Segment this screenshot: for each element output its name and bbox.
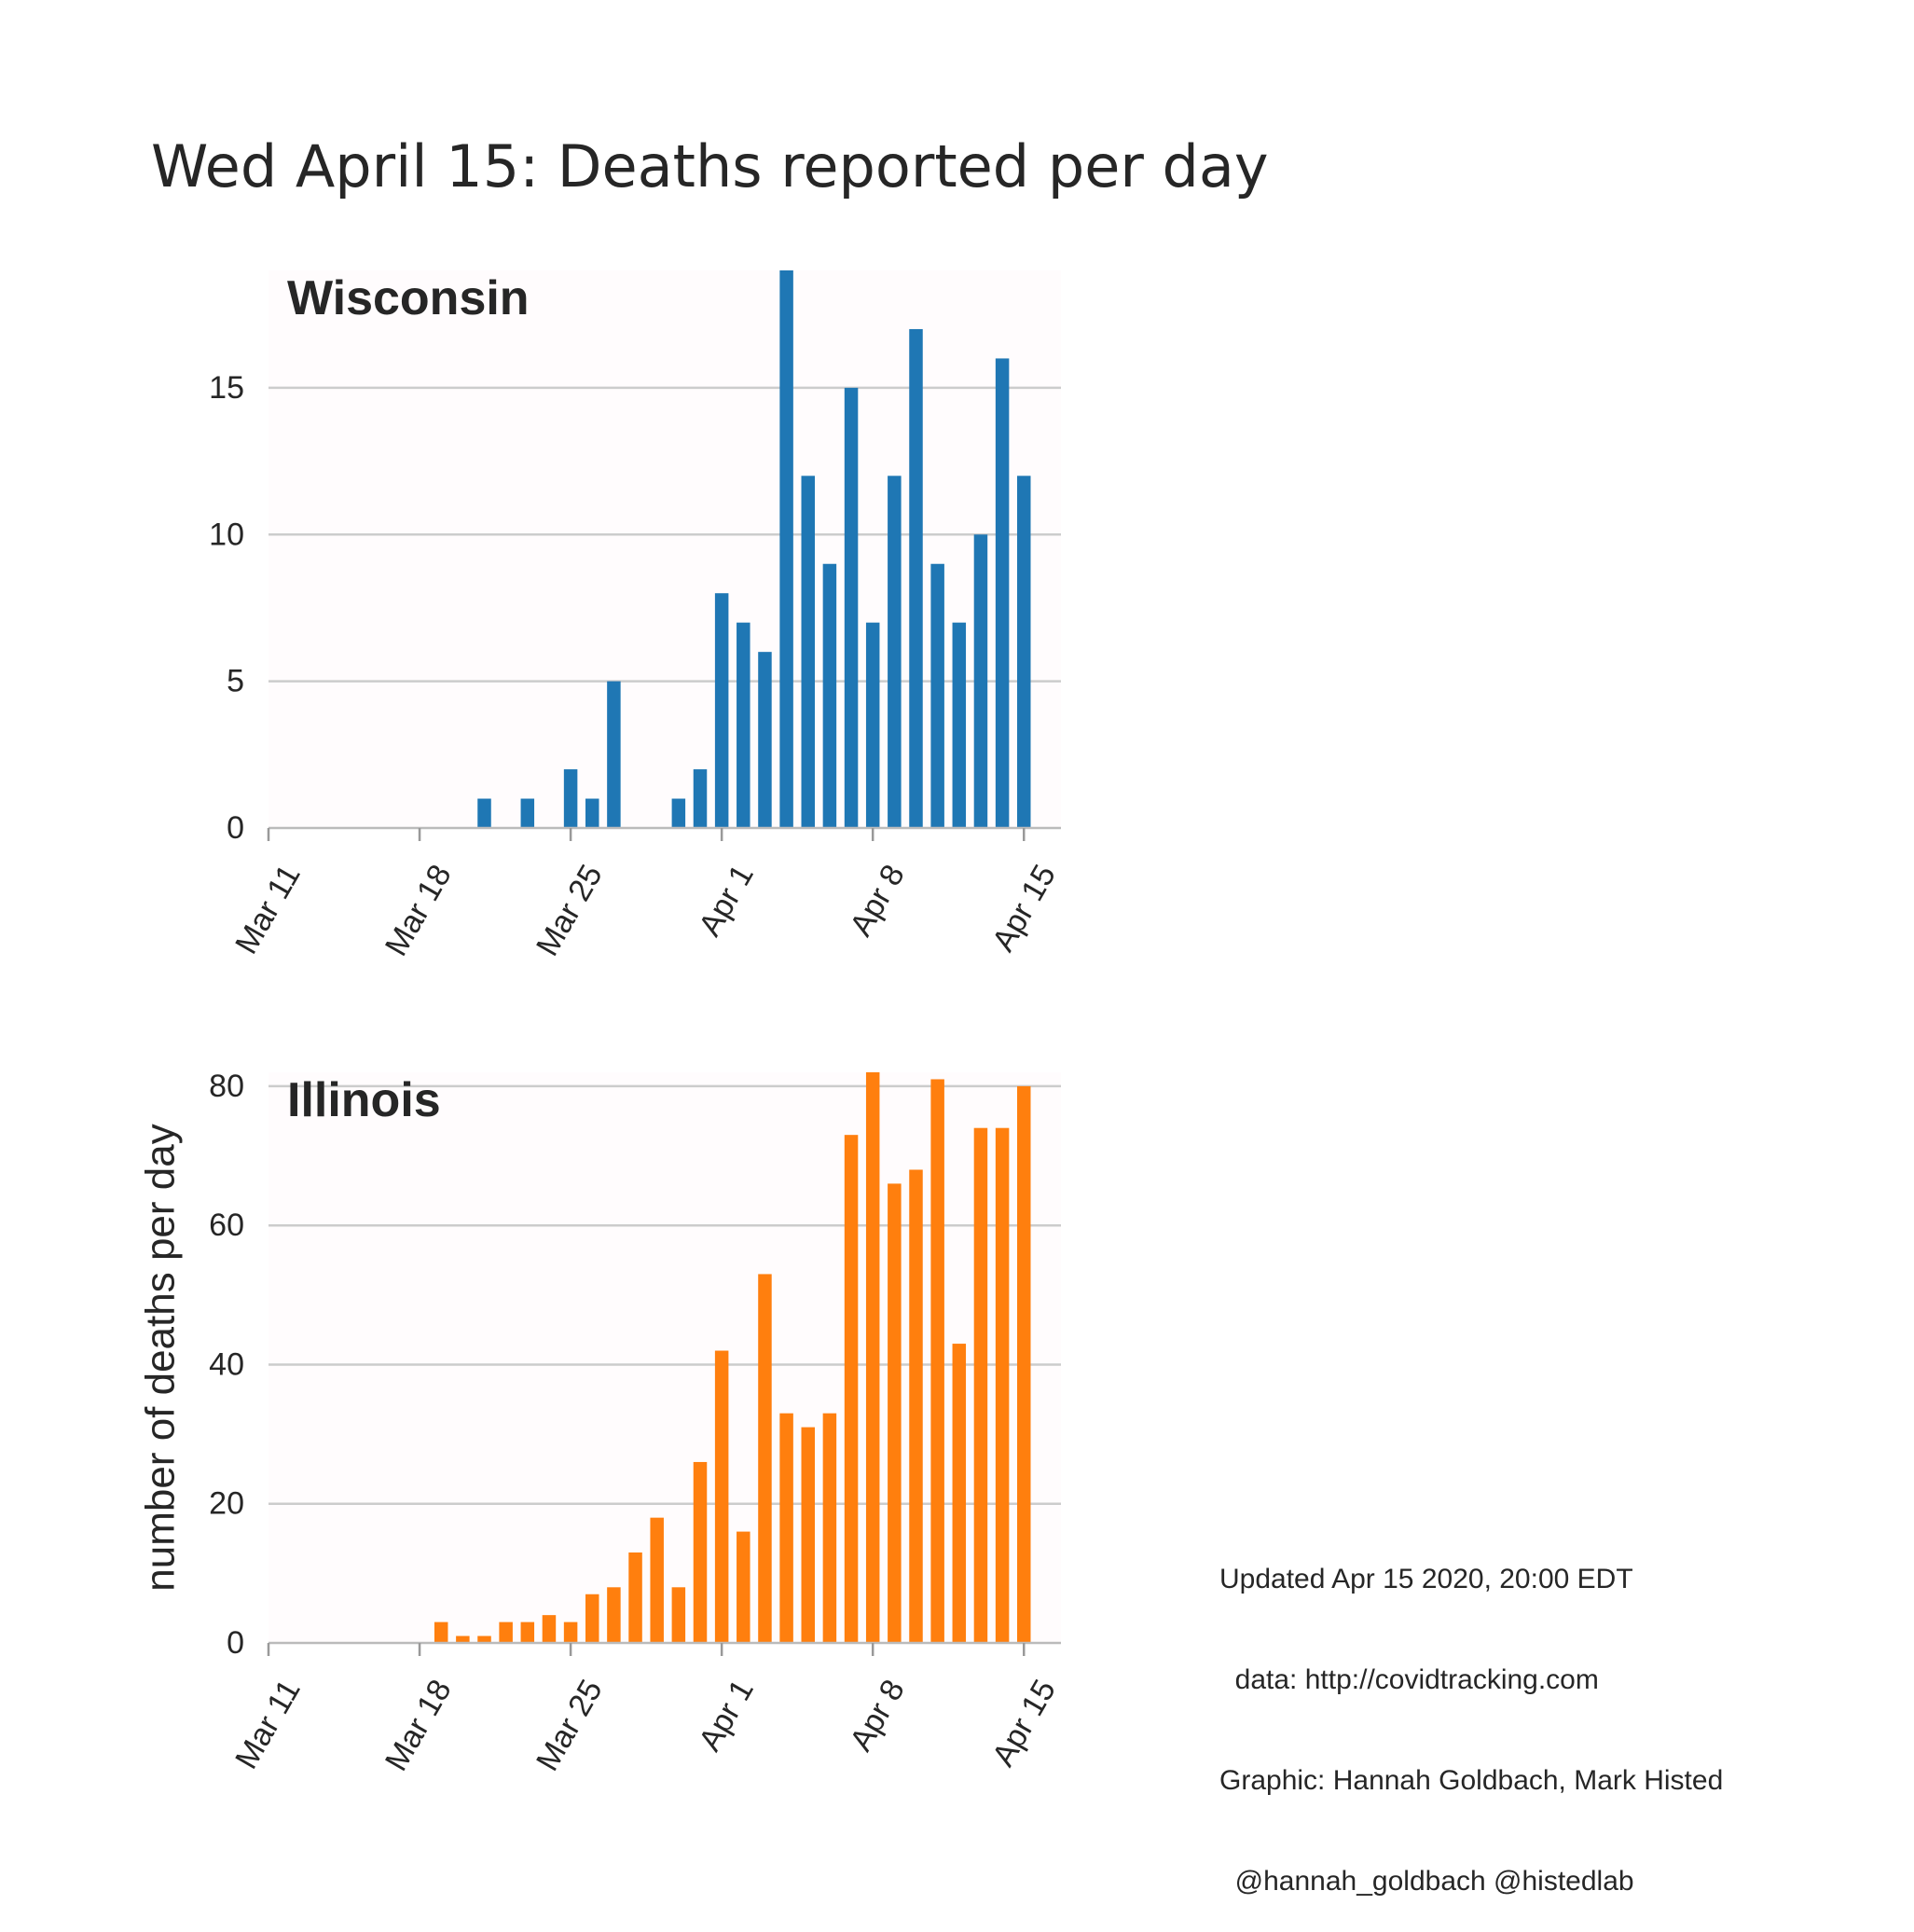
wisconsin-bar-apr-15 — [1017, 476, 1031, 828]
illinois-x-tick-label-apr-8: Apr 8 — [843, 1674, 912, 1757]
credits-line-updated: Updated Apr 15 2020, 20:00 EDT — [1219, 1564, 1633, 1594]
illinois-bar-apr-5 — [801, 1427, 815, 1643]
illinois-x-tick-label-mar-25: Mar 25 — [530, 1674, 610, 1777]
illinois-bar-apr-10 — [909, 1169, 923, 1643]
illinois-bar-apr-12 — [952, 1344, 967, 1643]
illinois-bar-apr-3 — [758, 1274, 772, 1643]
illinois-bar-apr-8 — [865, 1072, 880, 1643]
wisconsin-bar-mar-23 — [520, 798, 535, 828]
wisconsin-bar-apr-12 — [952, 622, 967, 828]
illinois-plot-area — [269, 1072, 1061, 1643]
illinois-bar-mar-31 — [693, 1461, 708, 1643]
credits-line-data-source: data: http://covidtracking.com — [1219, 1664, 1599, 1695]
illinois-bar-mar-28 — [628, 1552, 642, 1643]
wisconsin-y-tick-label-15: 15 — [209, 370, 244, 406]
illinois-y-axis-label: number of deaths per day — [138, 1124, 184, 1591]
wisconsin-x-tick-label-mar-11: Mar 11 — [228, 859, 308, 959]
illinois-bar-mar-22 — [499, 1622, 513, 1643]
illinois-bar-apr-2 — [737, 1531, 750, 1643]
wisconsin-bar-apr-5 — [801, 476, 815, 828]
illinois-y-tick-label-40: 40 — [209, 1346, 244, 1382]
wisconsin-x-tick-label-apr-1: Apr 1 — [692, 859, 761, 942]
wisconsin-bar-apr-2 — [737, 622, 750, 828]
illinois-bar-mar-26 — [585, 1594, 599, 1643]
wisconsin-bar-mar-31 — [693, 769, 708, 828]
illinois-y-tick-label-20: 20 — [209, 1486, 244, 1522]
wisconsin-bar-apr-1 — [714, 593, 729, 828]
illinois-bar-apr-9 — [888, 1183, 902, 1643]
wisconsin-x-tick-label-apr-8: Apr 8 — [843, 859, 912, 942]
illinois-y-tick-label-80: 80 — [209, 1069, 244, 1104]
wisconsin-panel-title: Wisconsin — [287, 271, 530, 325]
illinois-bar-mar-25 — [563, 1622, 578, 1643]
illinois-bar-mar-23 — [520, 1622, 535, 1643]
illinois-bar-mar-20 — [456, 1635, 470, 1643]
illinois-panel-title: Illinois — [287, 1073, 441, 1127]
figure-title: Wed April 15: Deaths reported per day — [151, 132, 1269, 200]
illinois-bar-apr-4 — [779, 1413, 793, 1643]
wisconsin-bar-mar-30 — [671, 798, 686, 828]
illinois-x-tick-label-apr-1: Apr 1 — [692, 1674, 761, 1757]
wisconsin-bar-apr-7 — [844, 387, 859, 828]
wisconsin-y-tick-label-0: 0 — [227, 810, 244, 846]
illinois-bar-mar-27 — [607, 1587, 621, 1643]
illinois-bar-mar-21 — [477, 1635, 491, 1643]
wisconsin-y-tick-label-5: 5 — [227, 664, 244, 699]
illinois-x-tick-label-apr-15: Apr 15 — [985, 1674, 1063, 1773]
wisconsin-bar-apr-3 — [758, 652, 772, 828]
illinois-y-tick-label-0: 0 — [227, 1625, 244, 1661]
illinois-bar-mar-29 — [650, 1517, 664, 1643]
illinois-x-tick-label-mar-18: Mar 18 — [379, 1674, 459, 1777]
wisconsin-bar-apr-14 — [995, 358, 1010, 828]
illinois-bar-apr-13 — [973, 1127, 988, 1643]
illinois-bar-mar-30 — [671, 1587, 686, 1643]
illinois-bar-apr-11 — [930, 1079, 944, 1643]
wisconsin-x-tick-label-mar-25: Mar 25 — [530, 859, 610, 962]
illinois-panel: Mar 11 Mar 18 Mar 25 Apr 1 Apr 8 Apr 15 0 20 40 6… — [138, 1069, 1063, 1777]
wisconsin-bar-apr-6 — [822, 563, 837, 828]
wisconsin-bar-apr-11 — [930, 563, 944, 828]
illinois-bar-apr-7 — [844, 1135, 859, 1643]
illinois-bar-apr-14 — [995, 1127, 1010, 1643]
wisconsin-bar-apr-9 — [888, 476, 902, 828]
wisconsin-bar-mar-25 — [563, 769, 578, 828]
credits-line-graphic: Graphic: Hannah Goldbach, Mark Histed — [1219, 1765, 1724, 1796]
credits-line-handles: @hannah_goldbach @histedlab — [1219, 1866, 1634, 1897]
wisconsin-bar-mar-21 — [477, 798, 491, 828]
illinois-bar-mar-24 — [542, 1615, 557, 1643]
illinois-bar-apr-1 — [714, 1350, 729, 1643]
wisconsin-panel: Mar 11 Mar 18 Mar 25 Apr 1 Apr 8 Apr 15 0 5 10 15… — [209, 270, 1063, 962]
wisconsin-plot-area — [269, 270, 1061, 828]
credits-block: Updated Apr 15 2020, 20:00 EDT data: htt… — [1219, 1496, 1723, 1932]
illinois-bar-mar-19 — [434, 1622, 448, 1643]
wisconsin-x-tick-label-apr-15: Apr 15 — [985, 859, 1063, 958]
illinois-bar-apr-6 — [822, 1413, 837, 1643]
wisconsin-bar-apr-8 — [865, 622, 880, 828]
wisconsin-x-tick-label-mar-18: Mar 18 — [379, 859, 459, 962]
wisconsin-bar-mar-26 — [585, 798, 599, 828]
illinois-x-tick-label-mar-11: Mar 11 — [228, 1674, 308, 1774]
wisconsin-bar-mar-27 — [607, 681, 621, 828]
wisconsin-y-tick-label-10: 10 — [209, 517, 244, 552]
illinois-bar-apr-15 — [1017, 1085, 1031, 1643]
illinois-y-tick-label-60: 60 — [209, 1208, 244, 1243]
wisconsin-bar-apr-10 — [909, 328, 923, 828]
wisconsin-bar-apr-4 — [779, 270, 793, 828]
wisconsin-bar-apr-13 — [973, 534, 988, 828]
